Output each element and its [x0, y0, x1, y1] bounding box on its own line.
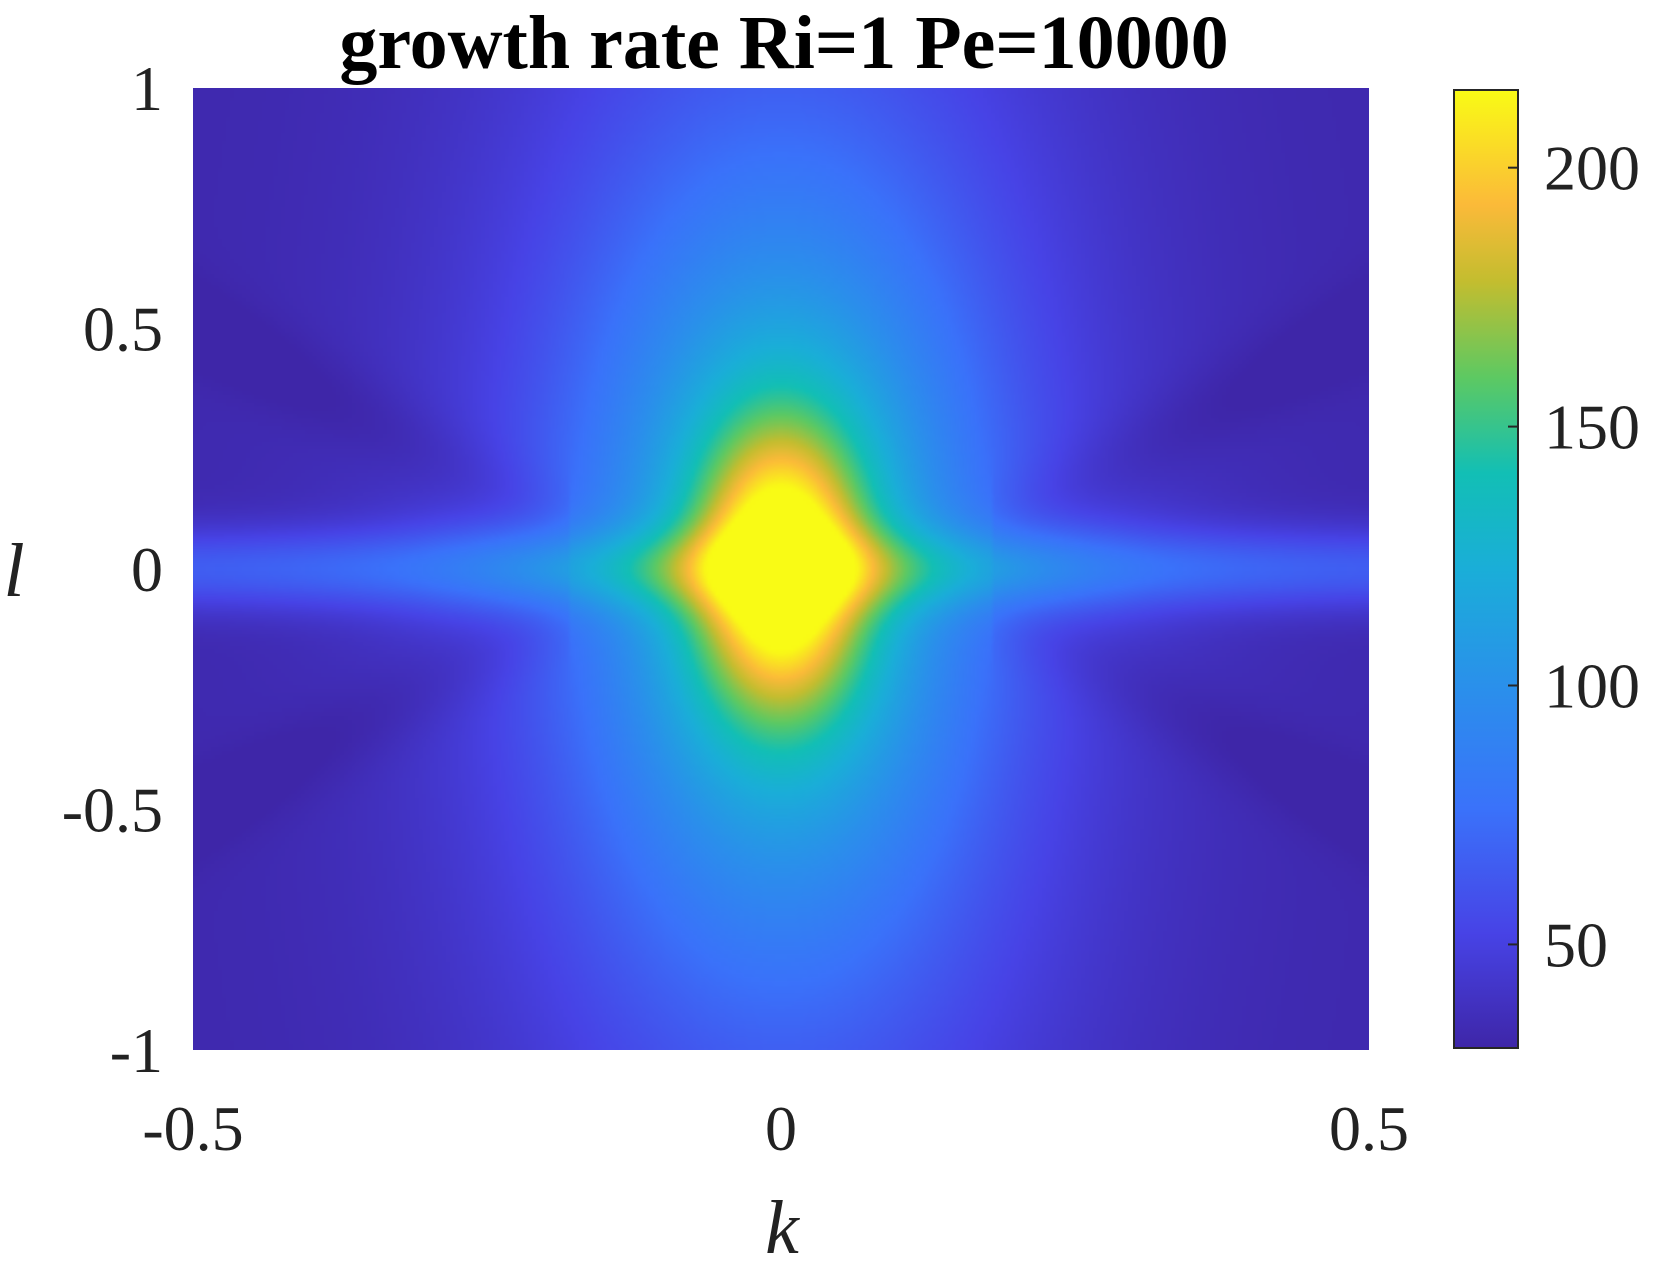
colorbar: 50 100 150 200: [1453, 89, 1640, 1049]
y-tick-label: 1: [131, 53, 163, 124]
y-axis-label: l: [3, 529, 24, 613]
colorbar-ticks: 50 100 150 200: [1508, 133, 1640, 980]
x-tick-label: 0: [765, 1093, 797, 1164]
x-tick-label: 0.5: [1329, 1093, 1409, 1164]
colorbar-tick-label: 50: [1544, 909, 1608, 980]
y-tick-label: 0.5: [83, 294, 163, 365]
y-tick-labels: -1 -0.5 0 0.5 1: [62, 53, 163, 1086]
y-tick-label: 0: [131, 534, 163, 605]
colorbar-gradient: [1453, 89, 1519, 1049]
colorbar-tick-label: 200: [1544, 133, 1640, 204]
chart-title: growth rate Ri=1 Pe=10000: [339, 1, 1228, 85]
y-tick-label: -0.5: [62, 775, 163, 846]
colorbar-tick-label: 100: [1544, 651, 1640, 722]
heatmap-image: [193, 88, 1369, 1050]
x-axis-label: k: [765, 1186, 800, 1262]
x-tick-labels: -0.5 0 0.5: [142, 1093, 1409, 1164]
colorbar-tick-label: 150: [1544, 392, 1640, 463]
y-tick-label: -1: [110, 1015, 163, 1086]
plot-area: [193, 88, 1369, 1050]
x-tick-label: -0.5: [142, 1093, 243, 1164]
